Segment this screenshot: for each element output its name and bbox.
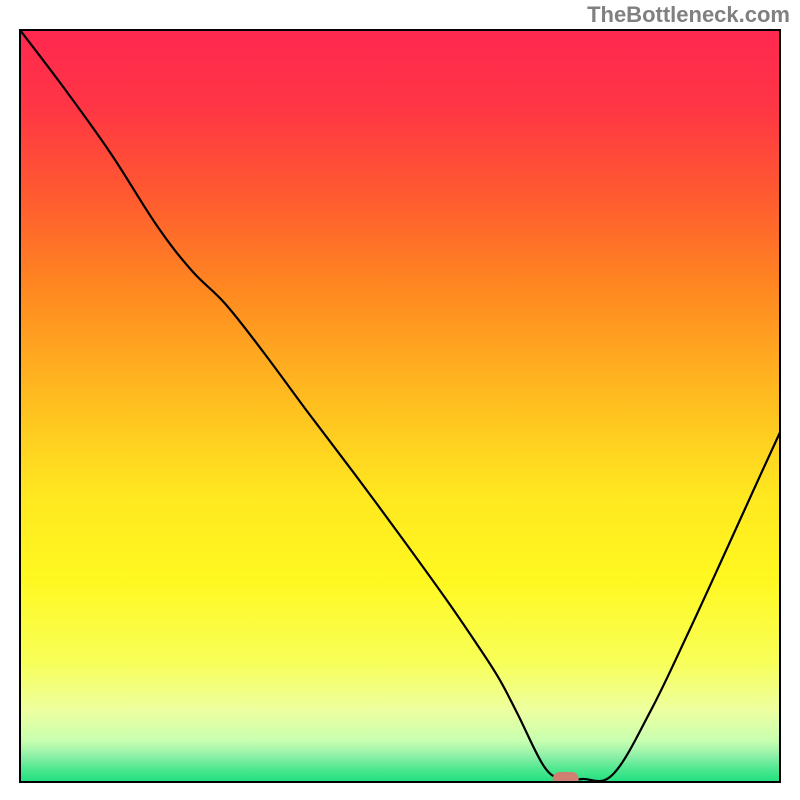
chart-container: { "watermark": "TheBottleneck.com", "cha… xyxy=(0,0,800,800)
watermark-text: TheBottleneck.com xyxy=(587,2,790,28)
optimal-point-marker xyxy=(553,772,579,786)
bottleneck-chart xyxy=(0,0,800,800)
gradient-background xyxy=(20,30,780,782)
